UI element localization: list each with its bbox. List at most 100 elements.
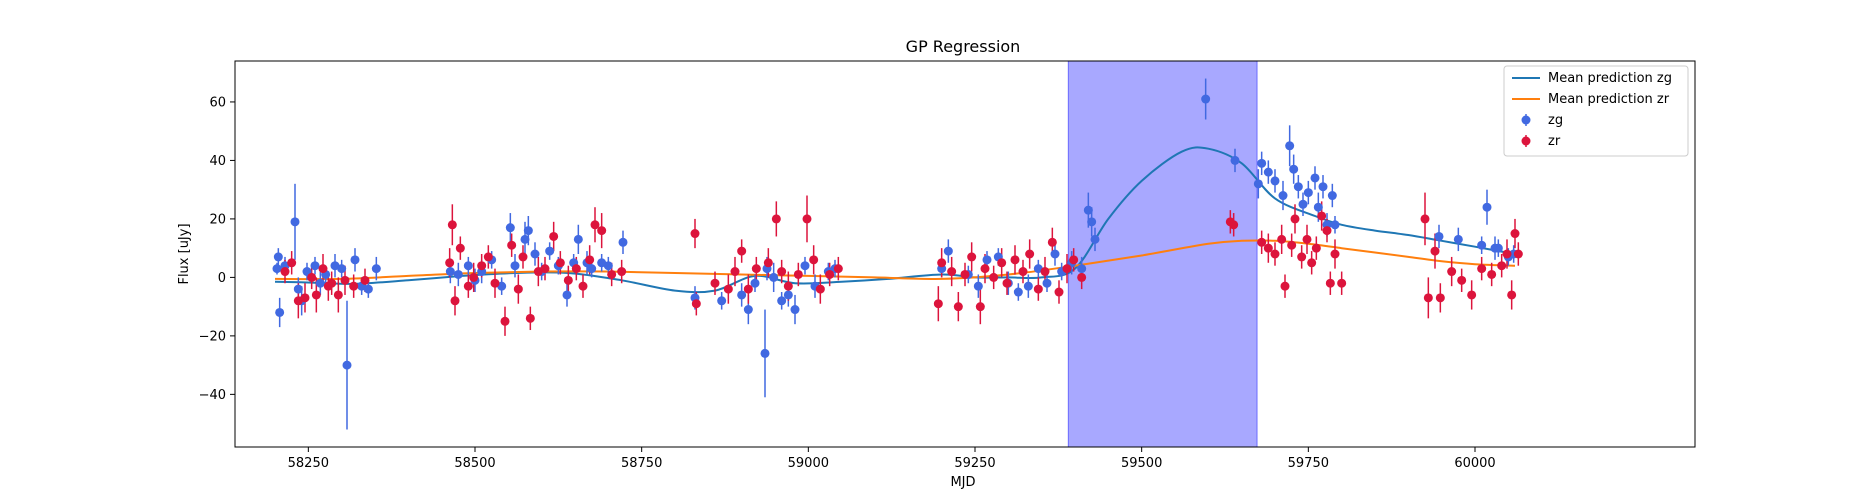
- data-point-zr: [825, 269, 835, 279]
- data-point-zg: [342, 360, 352, 370]
- data-point-zr: [500, 316, 510, 326]
- data-point-zr: [1077, 272, 1087, 282]
- data-point-zg: [545, 246, 555, 256]
- data-point-zr: [340, 275, 350, 285]
- data-point-zg: [445, 267, 455, 277]
- data-point-zr: [783, 281, 793, 291]
- data-point-zg: [315, 278, 325, 288]
- data-point-zg: [1257, 158, 1267, 168]
- y-axis-label: Flux [uJy]: [177, 223, 192, 284]
- data-point-zr: [1322, 226, 1332, 236]
- data-point-zg: [1263, 167, 1273, 177]
- data-point-zr: [1054, 287, 1064, 297]
- data-point-zg: [783, 290, 793, 300]
- data-point-zg: [505, 223, 515, 233]
- data-point-zr: [1497, 261, 1507, 271]
- data-point-zg: [1289, 164, 1299, 174]
- data-point-zr: [1047, 237, 1057, 247]
- data-point-zr: [777, 267, 787, 277]
- x-tick-label: 59500: [1121, 456, 1162, 471]
- data-point-zr: [690, 229, 700, 239]
- y-axis: −40 −20 0 20 40 60: [199, 95, 235, 403]
- plot-area: [234, 60, 1696, 448]
- data-point-zr: [937, 258, 947, 268]
- x-axis: 58250 58500 58750 59000 59250 59500 59750 60000: [288, 447, 1496, 471]
- data-point-zg: [1083, 205, 1093, 215]
- x-tick-label: 60000: [1454, 456, 1495, 471]
- data-point-zr: [967, 252, 977, 262]
- data-point-zr: [490, 278, 500, 288]
- x-tick-label: 58250: [288, 456, 329, 471]
- data-point-zg: [1434, 231, 1444, 241]
- data-point-zr: [793, 269, 803, 279]
- legend-label-zr-line: Mean prediction zr: [1548, 92, 1670, 107]
- data-point-zg: [1285, 141, 1295, 151]
- data-point-zr: [617, 267, 627, 277]
- data-point-zr: [1311, 243, 1321, 253]
- data-point-zg: [790, 305, 800, 315]
- data-point-zg: [1453, 234, 1463, 244]
- data-point-zr: [980, 264, 990, 274]
- data-point-zr: [525, 313, 535, 323]
- data-point-zr: [590, 220, 600, 230]
- legend-box: [1503, 65, 1689, 157]
- data-point-zr: [585, 255, 595, 265]
- data-point-zg: [1310, 173, 1320, 183]
- data-point-zg: [1090, 234, 1100, 244]
- data-point-zr: [1337, 278, 1347, 288]
- data-point-zg: [1050, 249, 1060, 259]
- x-tick-label: 59750: [1288, 456, 1329, 471]
- data-point-zg: [587, 264, 597, 274]
- shaded-region: [1067, 60, 1258, 448]
- data-point-zr: [287, 258, 297, 268]
- data-point-zg: [1298, 199, 1308, 209]
- data-point-zr: [1069, 255, 1079, 265]
- data-point-zr: [311, 290, 321, 300]
- data-point-zg: [743, 305, 753, 315]
- data-point-zg: [273, 252, 283, 262]
- y-tick-label: −20: [199, 329, 226, 344]
- data-point-zr: [563, 275, 573, 285]
- data-point-zr: [578, 281, 588, 291]
- data-point-zg: [1230, 155, 1240, 165]
- data-point-zg: [769, 272, 779, 282]
- data-point-zr: [445, 258, 455, 268]
- data-point-zg: [1330, 220, 1340, 230]
- data-point-zr: [1435, 293, 1445, 303]
- data-point-zg: [1477, 240, 1487, 250]
- data-point-zr: [1467, 290, 1477, 300]
- data-point-zg: [750, 278, 760, 288]
- data-point-zr: [483, 252, 493, 262]
- data-point-zr: [1297, 252, 1307, 262]
- data-point-zr: [691, 299, 701, 309]
- data-point-zg: [1270, 176, 1280, 186]
- data-point-zr: [349, 281, 359, 291]
- data-point-zr: [607, 269, 617, 279]
- data-point-zg: [760, 348, 770, 358]
- data-point-zr: [1502, 249, 1512, 259]
- legend-label-zg: zg: [1548, 113, 1563, 128]
- data-point-zg: [1201, 94, 1211, 104]
- data-point-zr: [1510, 229, 1520, 239]
- data-point-zr: [1477, 264, 1487, 274]
- data-point-zg: [982, 255, 992, 265]
- data-point-zr: [710, 278, 720, 288]
- data-point-zg: [1313, 202, 1323, 212]
- data-point-zr: [833, 264, 843, 274]
- data-point-zr: [1423, 293, 1433, 303]
- data-point-zg: [777, 296, 787, 306]
- data-point-zr: [771, 214, 781, 224]
- data-point-zg: [1493, 243, 1503, 253]
- data-point-zr: [597, 226, 607, 236]
- data-point-zr: [1307, 258, 1317, 268]
- data-point-zr: [989, 272, 999, 282]
- data-point-zr: [1420, 214, 1430, 224]
- data-point-zr: [1290, 214, 1300, 224]
- data-point-zg: [520, 234, 530, 244]
- x-axis-label: MJD: [950, 475, 975, 490]
- data-point-zg: [603, 261, 613, 271]
- data-point-zg: [1278, 191, 1288, 201]
- plot-background: [235, 61, 1695, 447]
- data-point-zr: [455, 243, 465, 253]
- data-point-zr: [450, 296, 460, 306]
